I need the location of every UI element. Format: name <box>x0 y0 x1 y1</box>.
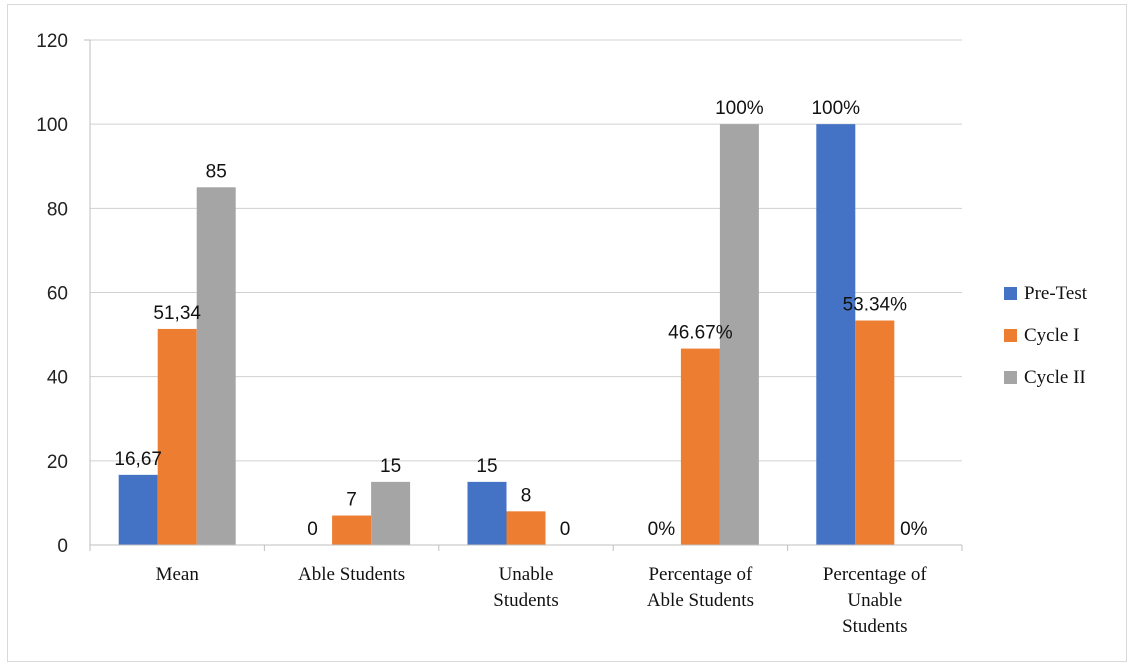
x-category-label: Mean <box>156 564 200 585</box>
y-tick-label: 120 <box>36 31 68 52</box>
data-label: 0 <box>307 519 318 540</box>
legend-item-cycle-i: Cycle I <box>1004 325 1079 346</box>
data-label: 15 <box>476 456 497 477</box>
bar-cycle-i-4 <box>680 348 720 545</box>
data-label: 46.67% <box>668 323 733 344</box>
x-category-label: Able Students <box>298 564 405 585</box>
y-tick-label: 80 <box>47 199 68 220</box>
data-label: 0% <box>648 519 676 540</box>
bar-cycle-i-3 <box>506 511 546 545</box>
data-label: 100% <box>715 98 764 119</box>
data-label: 7 <box>346 490 357 511</box>
data-label: 15 <box>380 456 401 477</box>
legend-swatch <box>1004 371 1017 384</box>
y-tick-label: 60 <box>47 284 68 305</box>
bar-cycle-i-5 <box>855 320 895 545</box>
legend-label: Cycle I <box>1024 325 1079 346</box>
legend: Pre-Test Cycle I Cycle II <box>1004 283 1088 388</box>
bar-pre-test-1 <box>118 474 158 545</box>
data-label: 51,34 <box>153 303 201 324</box>
x-category-label: Percentage of Unable Students <box>823 564 928 637</box>
bar-cycle-ii-4 <box>719 124 759 546</box>
y-tick-label: 100 <box>36 115 68 136</box>
x-category-label: Unable Students <box>493 564 558 611</box>
y-tick-label: 20 <box>47 452 68 473</box>
data-label: 85 <box>206 161 227 182</box>
legend-item-pre-test: Pre-Test <box>1004 283 1088 304</box>
data-label: 8 <box>521 485 532 506</box>
legend-swatch <box>1004 329 1017 342</box>
data-label: 53.34% <box>843 295 908 316</box>
bar-cycle-i-2 <box>332 515 372 545</box>
bar-cycle-i-1 <box>157 328 197 545</box>
legend-label: Cycle II <box>1024 367 1086 388</box>
data-label: 16,67 <box>114 449 162 470</box>
bars <box>118 124 895 546</box>
bar-pre-test-3 <box>467 481 507 545</box>
data-label: 0% <box>900 519 928 540</box>
legend-swatch <box>1004 287 1017 300</box>
data-labels: 16,67 15 0% 100% 51,34 7 8 46.67% 53.34% 85 15 0 100… <box>114 98 927 540</box>
bar-cycle-ii-1 <box>196 187 236 545</box>
data-label: 100% <box>811 98 860 119</box>
bar-pre-test-5 <box>816 124 856 546</box>
bar-cycle-ii-2 <box>371 481 411 545</box>
y-tick-label: 40 <box>47 368 68 389</box>
legend-item-cycle-ii: Cycle II <box>1004 367 1086 388</box>
legend-label: Pre-Test <box>1024 283 1088 304</box>
x-category-label: Percentage of Able Students <box>647 564 754 611</box>
y-tick-label: 0 <box>57 536 68 557</box>
data-label: 0 <box>560 519 571 540</box>
